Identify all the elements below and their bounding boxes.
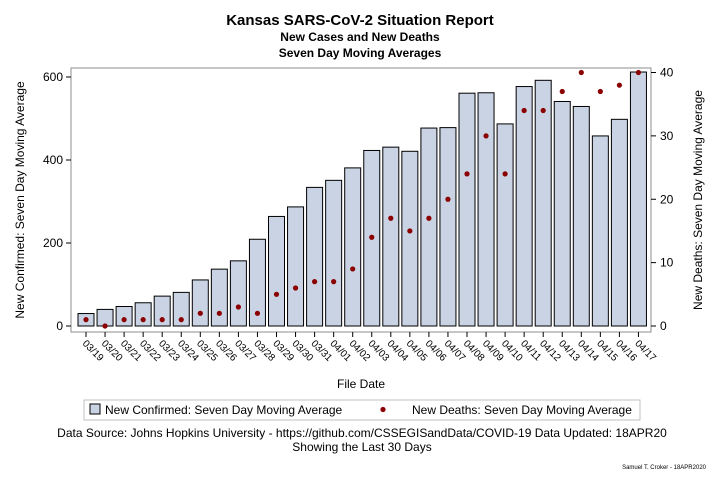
chart-title: Kansas SARS-CoV-2 Situation Report [226, 12, 494, 29]
bar-04/10 [496, 123, 514, 327]
legend-box [83, 399, 641, 421]
y-tick-label: 0 [56, 319, 63, 333]
death-point-03/27 [235, 304, 241, 310]
bar-04/14 [572, 105, 590, 327]
bar-03/23 [153, 295, 171, 327]
bar-03/26 [210, 268, 228, 327]
death-point-04/13 [559, 88, 565, 95]
bar-04/05 [401, 150, 419, 327]
death-point-03/24 [178, 317, 184, 323]
death-point-03/26 [216, 310, 222, 316]
death-point-04/04 [388, 215, 394, 221]
death-point-03/21 [121, 317, 127, 323]
x-axis: 03/1903/2003/2103/2203/2303/2403/2503/26… [80, 332, 658, 364]
bar-03/22 [134, 302, 152, 327]
bar-03/21 [115, 306, 133, 327]
death-point-04/02 [350, 266, 356, 272]
bar-04/11 [515, 86, 533, 327]
bar-04/12 [534, 79, 552, 327]
y2-axis-label: New Deaths: Seven Day Moving Average [691, 90, 705, 310]
death-point-04/06 [426, 215, 432, 221]
death-point-04/17 [635, 69, 642, 76]
legend: New Confirmed: Seven Day Moving Average … [83, 399, 641, 421]
legend-point-label: New Deaths: Seven Day Moving Average [412, 403, 632, 417]
bar-04/13 [553, 100, 571, 327]
bar-03/27 [229, 260, 247, 327]
death-point-04/01 [331, 279, 337, 285]
death-point-04/11 [521, 107, 527, 114]
death-point-04/09 [483, 133, 489, 139]
bar-04/15 [591, 135, 609, 327]
bar-03/30 [287, 206, 305, 327]
legend-bar-label: New Confirmed: Seven Day Moving Average [105, 403, 343, 417]
death-point-03/19 [83, 317, 89, 323]
left-axis: 0 200 400 600 [43, 70, 71, 333]
bar-04/06 [420, 127, 438, 327]
y-axis-label: New Confirmed: Seven Day Moving Average [13, 81, 27, 319]
bar-04/01 [325, 179, 343, 327]
x-tick-label: 04/11 [518, 338, 543, 363]
bar-04/02 [344, 167, 362, 327]
bar-03/28 [248, 238, 266, 327]
footnote-window: Showing the Last 30 Days [292, 440, 431, 454]
death-point-03/28 [254, 310, 261, 316]
x-axis-label: File Date [337, 377, 385, 391]
death-point-03/25 [197, 310, 203, 316]
bar-03/31 [306, 186, 324, 327]
y-tick-label: 600 [43, 70, 63, 84]
death-point-04/03 [369, 234, 375, 240]
legend-point-swatch [380, 406, 386, 413]
death-point-04/12 [540, 107, 546, 114]
death-point-03/30 [292, 285, 299, 291]
y2-tick-label: 10 [660, 256, 674, 270]
bar-03/25 [191, 279, 209, 327]
bar-04/17 [629, 71, 647, 327]
chart-subtitle-1: New Cases and New Deaths [280, 30, 440, 44]
death-point-03/22 [140, 317, 146, 323]
y2-tick-label: 20 [660, 192, 674, 206]
y2-tick-label: 30 [660, 129, 674, 143]
death-point-04/07 [445, 196, 451, 202]
bars-layer [77, 71, 647, 327]
bar-04/09 [477, 92, 495, 327]
bar-04/16 [610, 118, 628, 327]
death-point-04/15 [597, 88, 603, 95]
death-point-03/31 [312, 279, 318, 285]
points-layer [83, 69, 642, 329]
death-point-03/29 [273, 291, 280, 297]
right-axis: 0 10 20 30 40 [651, 66, 674, 333]
death-point-04/05 [407, 228, 413, 234]
bar-03/29 [268, 215, 285, 327]
bar-04/08 [458, 92, 476, 327]
death-point-03/23 [159, 317, 165, 323]
legend-bar-swatch [89, 403, 101, 415]
credit-text: Samuel T. Croker - 18APR2020 [622, 465, 707, 471]
bar-04/07 [439, 127, 457, 327]
bar-03/24 [172, 291, 190, 327]
death-point-04/16 [616, 82, 623, 88]
y2-tick-label: 40 [660, 66, 674, 80]
death-point-03/20 [102, 323, 108, 329]
x-tick-label: 04/17 [632, 338, 658, 364]
y-tick-label: 200 [43, 236, 63, 250]
bar-04/04 [382, 146, 400, 327]
death-point-04/10 [502, 171, 508, 177]
death-point-04/08 [464, 171, 470, 177]
chart-subtitle-2: Seven Day Moving Averages [279, 46, 442, 60]
footnote-source: Data Source: Johns Hopkins University - … [57, 426, 667, 440]
death-point-04/14 [578, 69, 584, 76]
y-tick-label: 400 [43, 153, 63, 167]
y2-tick-label: 0 [660, 319, 667, 333]
